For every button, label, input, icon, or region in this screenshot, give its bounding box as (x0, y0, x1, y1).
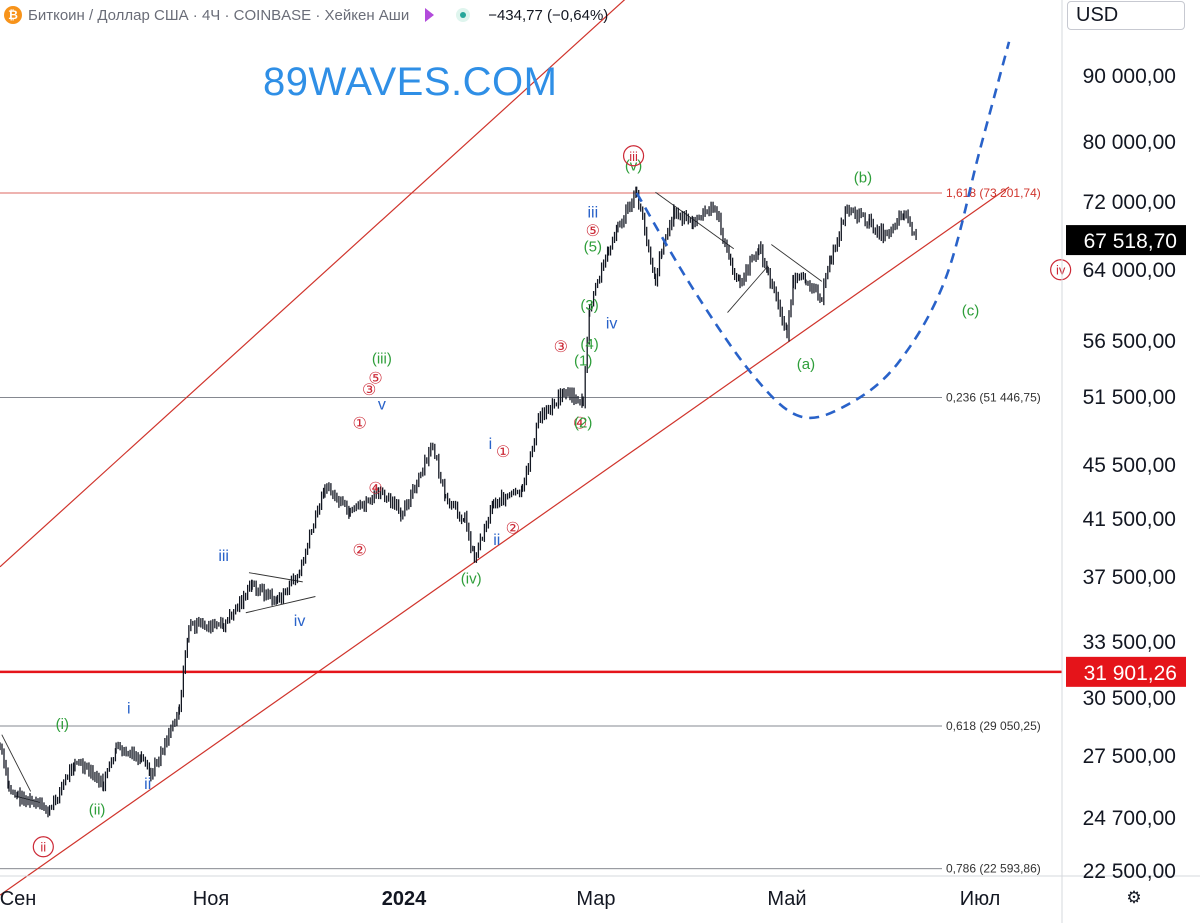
wave-label: (iv) (461, 571, 482, 588)
price-tick: 56 500,00 (1083, 330, 1176, 353)
last-price-tag (1066, 225, 1186, 256)
trend-channel (0, 0, 1010, 896)
gear-icon[interactable]: ⚙ (1126, 888, 1142, 907)
triangle-line (771, 244, 823, 282)
wave-label: (3) (580, 297, 598, 314)
wave-label: (c) (962, 302, 980, 319)
wave-label: iv (606, 316, 618, 333)
chart-header: ₿ Биткоин / Доллар США · 4Ч · COINBASE ·… (0, 0, 608, 30)
time-tick: 2024 (382, 888, 427, 910)
wave-label: (2) (574, 415, 592, 432)
wave-label: ④ (368, 480, 382, 497)
price-tick: 90 000,00 (1083, 65, 1176, 88)
triangle-line (727, 265, 769, 313)
wave-label: ② (506, 521, 520, 538)
flag-icon[interactable] (425, 8, 435, 22)
wave-label: (i) (56, 716, 69, 733)
price-change: −434,77 (−0,64%) (488, 6, 609, 24)
price-tick: 64 000,00 (1083, 259, 1176, 282)
triangle-line (1, 734, 32, 792)
price-tick: 37 500,00 (1083, 566, 1176, 589)
price-tick: 30 500,00 (1083, 687, 1176, 710)
wave-label: (ii) (89, 802, 106, 819)
wave-label: ii (40, 840, 46, 855)
wave-label: i (127, 700, 131, 717)
fib-levels: 1,618 (73 201,74)0,236 (51 446,75)0,618 … (0, 186, 1041, 876)
wave-label: (5) (584, 238, 602, 255)
wave-circle (622, 145, 645, 167)
wave-circle (32, 836, 54, 858)
wave-label: ③ (362, 382, 376, 399)
wave-label: (b) (854, 170, 872, 187)
price-tick: 72 000,00 (1083, 191, 1176, 214)
wave-label: ① (496, 444, 510, 461)
chart-style[interactable]: Хейкен Аши (324, 6, 410, 24)
last-price-tag-label: 67 518,70 (1084, 230, 1177, 253)
time-tick: Май (767, 888, 806, 910)
forecast-path (635, 41, 1011, 420)
channel-line (0, 0, 626, 568)
wave-label: (a) (797, 356, 815, 373)
wave-label: ① (353, 416, 367, 433)
level-price-tag-label: 31 901,26 (1084, 662, 1177, 685)
time-tick: Ноя (193, 888, 229, 910)
wave-label: iii (587, 204, 598, 221)
market-status-icon (456, 8, 471, 22)
wave-label: iii (218, 548, 229, 565)
price-tick: 45 500,00 (1083, 454, 1176, 477)
time-tick: Мар (576, 888, 615, 910)
forecast-line (635, 41, 1011, 420)
price-tick: 27 500,00 (1083, 745, 1176, 768)
bitcoin-icon: ₿ (4, 6, 22, 24)
symbol-name[interactable]: Биткоин / Доллар США (28, 6, 189, 24)
channel-line (0, 186, 1010, 896)
wave-label: ② (353, 542, 367, 559)
triangle-line (245, 596, 316, 614)
candles (0, 186, 917, 818)
interval[interactable]: 4Ч (201, 6, 221, 24)
wave-label: ④ (573, 416, 587, 433)
price-tick: 22 500,00 (1083, 860, 1176, 883)
price-tick: 33 500,00 (1083, 631, 1176, 654)
exchange: COINBASE (233, 6, 312, 24)
price-tick: 80 000,00 (1083, 131, 1176, 154)
time-tick: Сен (0, 888, 36, 910)
triangle-line (248, 572, 303, 583)
wave-label: (iii) (372, 350, 392, 367)
price-tick: 24 700,00 (1083, 807, 1176, 830)
level-price-tag (1066, 656, 1186, 687)
wave-label: iv (1056, 263, 1066, 278)
price-tick: 51 500,00 (1083, 386, 1176, 409)
currency-selector[interactable]: USD (1067, 1, 1185, 30)
wave-label: ii (144, 776, 151, 793)
fib-label: 0,618 (29 050,25) (946, 719, 1041, 733)
wave-circle (1050, 259, 1072, 281)
fib-label: 0,786 (22 593,86) (946, 862, 1041, 876)
wave-label: ⑤ (586, 223, 600, 240)
time-tick: Июл (960, 888, 1001, 910)
wave-label: ii (493, 532, 500, 549)
triangle-patterns (1, 191, 823, 803)
wave-label: iv (294, 613, 306, 630)
wave-label: iii (629, 149, 638, 164)
fib-label: 0,236 (51 446,75) (946, 391, 1041, 405)
wave-label: ③ (554, 339, 568, 356)
wave-label: ⑤ (368, 371, 382, 388)
wave-label: (1) (574, 353, 592, 370)
watermark: 89WAVES.COM (263, 60, 558, 104)
wave-label: (4) (580, 336, 598, 353)
wave-label: v (378, 396, 386, 413)
wave-label: i (489, 436, 493, 453)
price-tick: 41 500,00 (1083, 508, 1176, 531)
